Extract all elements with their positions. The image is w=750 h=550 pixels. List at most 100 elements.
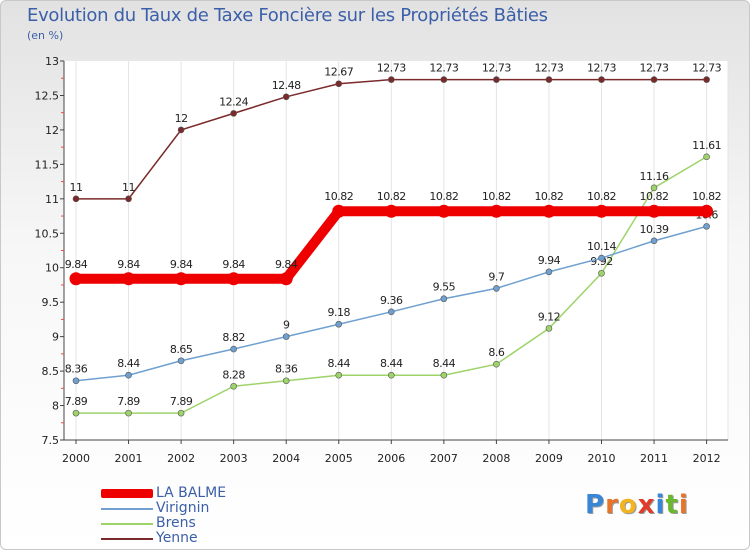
- data-label-brens: 11.61: [692, 139, 721, 152]
- data-point-la-balme: [69, 272, 83, 286]
- data-label-brens: 8.44: [380, 357, 403, 370]
- data-point-la-balme: [542, 204, 556, 218]
- data-point-brens: [650, 184, 658, 192]
- data-point-virignin: [493, 285, 500, 292]
- data-label-la-balme: 9.84: [117, 258, 140, 271]
- data-point-brens: [72, 409, 80, 417]
- legend-swatch-yenne: [101, 538, 153, 540]
- y-tick-label: 9: [52, 331, 59, 344]
- legend-label-brens: Brens: [156, 515, 196, 531]
- data-point-yenne: [177, 126, 185, 134]
- data-point-yenne: [598, 76, 605, 83]
- y-tick-label: 11.5: [35, 158, 60, 171]
- y-tick-label: 8.5: [42, 365, 60, 378]
- data-point-virignin: [703, 223, 710, 230]
- y-tick-label: 12.5: [35, 89, 60, 102]
- data-point-yenne: [545, 76, 553, 83]
- legend-swatch-brens: [101, 523, 153, 525]
- data-label-yenne: 12.73: [429, 62, 458, 75]
- data-label-virignin: 9: [283, 319, 290, 332]
- data-point-yenne: [650, 76, 658, 83]
- data-point-la-balme: [647, 204, 661, 218]
- data-point-la-balme: [700, 204, 714, 218]
- y-tick-label: 12: [45, 124, 59, 137]
- data-label-la-balme: 9.84: [170, 258, 193, 271]
- data-label-brens: 7.89: [117, 395, 140, 408]
- y-tick-label: 10.5: [35, 227, 60, 240]
- data-point-virignin: [545, 268, 553, 276]
- data-point-la-balme: [174, 272, 188, 286]
- proxiti-logo: Proxiti: [585, 490, 689, 520]
- data-point-brens: [598, 269, 605, 277]
- data-label-yenne: 12.73: [587, 62, 616, 75]
- data-point-virignin: [650, 237, 658, 245]
- data-label-brens: 8.44: [433, 357, 456, 370]
- data-point-yenne: [387, 76, 395, 83]
- data-label-la-balme: 10.82: [429, 190, 458, 203]
- data-label-yenne: 12.48: [272, 79, 301, 92]
- data-point-virignin: [282, 333, 290, 340]
- x-tick-label: 2007: [430, 452, 458, 465]
- series-virignin: 8.36 8.44 8.65 8.82 9 9.18 9.36 9.55 9.7 9.94 10.1…: [65, 208, 719, 385]
- y-tick-label: 10: [45, 262, 59, 275]
- legend-label-yenne: Yenne: [156, 530, 198, 546]
- data-label-la-balme: 10.82: [482, 190, 511, 203]
- data-point-la-balme: [437, 204, 451, 218]
- data-label-brens: 8.6: [488, 346, 504, 359]
- data-point-brens: [125, 409, 132, 417]
- data-label-virignin: 10.39: [640, 223, 669, 236]
- data-label-brens: 11.16: [640, 170, 669, 183]
- data-point-la-balme: [122, 272, 136, 286]
- y-axis-unit-label: (en %): [27, 29, 64, 42]
- x-tick-label: 2005: [325, 452, 353, 465]
- series-brens: 7.89 7.89 7.89 8.28 8.36 8.44 8.44 8.44 8.6 9.12 9…: [65, 139, 722, 417]
- x-tick-label: 2009: [535, 452, 563, 465]
- data-point-yenne: [125, 195, 132, 203]
- series-la-balme: 9.84 9.84 9.84 9.84 9.84 10.82 10.82 10.82 10.82…: [65, 190, 722, 286]
- x-tick-label: 2012: [693, 452, 721, 465]
- x-tick-label: 2000: [62, 452, 90, 465]
- data-point-la-balme: [384, 204, 398, 218]
- legend-label-la-balme: LA BALME: [156, 485, 227, 501]
- data-label-yenne: 12.73: [377, 62, 406, 75]
- data-label-brens: 8.36: [275, 363, 298, 376]
- data-label-brens: 8.28: [222, 368, 245, 381]
- data-label-yenne: 11: [70, 181, 83, 194]
- data-label-brens: 9.12: [538, 310, 561, 323]
- data-point-virignin: [440, 295, 448, 303]
- data-point-brens: [335, 371, 343, 379]
- data-label-la-balme: 10.82: [377, 190, 406, 203]
- data-label-yenne: 12.73: [640, 62, 669, 75]
- data-label-la-balme: 10.82: [324, 190, 353, 203]
- data-point-brens: [230, 382, 237, 390]
- logo-letter: x: [637, 490, 656, 520]
- x-tick-label: 2001: [115, 452, 143, 465]
- data-point-yenne: [703, 76, 710, 83]
- data-point-la-balme: [595, 204, 608, 218]
- data-label-yenne: 12.73: [482, 62, 511, 75]
- data-point-brens: [440, 371, 448, 379]
- logo-letter: t: [665, 490, 679, 520]
- y-tick-label: 8: [52, 400, 59, 413]
- legend-swatch-la-balme: [101, 489, 153, 498]
- x-tick-label: 2011: [640, 452, 668, 465]
- data-point-la-balme: [489, 204, 503, 218]
- data-label-virignin: 9.18: [328, 306, 351, 319]
- x-tick-label: 2002: [167, 452, 195, 465]
- data-label-yenne: 12.73: [534, 62, 563, 75]
- data-point-yenne: [440, 76, 448, 83]
- data-label-virignin: 8.65: [170, 343, 193, 356]
- y-tick-label: 11: [45, 193, 59, 206]
- logo-letter: o: [618, 490, 638, 520]
- data-label-la-balme: 9.84: [275, 258, 298, 271]
- y-tick-label: 9.5: [42, 296, 60, 309]
- data-label-yenne: 11: [122, 181, 135, 194]
- data-label-la-balme: 10.82: [692, 190, 721, 203]
- data-label-brens: 8.44: [328, 357, 351, 370]
- data-label-yenne: 12: [175, 112, 188, 125]
- data-point-brens: [703, 153, 710, 161]
- data-point-virignin: [125, 371, 132, 379]
- data-label-virignin: 9.7: [488, 270, 504, 283]
- data-point-brens: [282, 377, 290, 385]
